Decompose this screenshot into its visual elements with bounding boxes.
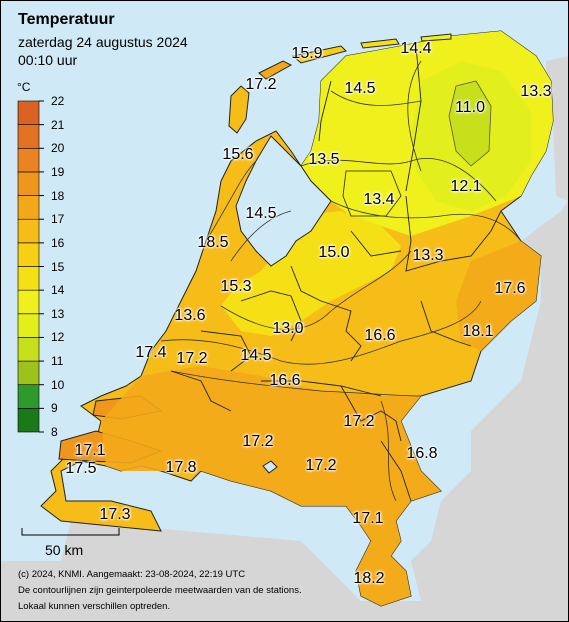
legend-tick-label: 18 bbox=[51, 188, 65, 203]
wadden-island-terschelling bbox=[291, 45, 347, 64]
legend-color-swatch bbox=[17, 337, 40, 362]
station-temperature: 13.5 bbox=[308, 151, 340, 168]
legend-tick-label: 13 bbox=[51, 306, 65, 321]
station-temperature: 17.8 bbox=[165, 459, 197, 476]
map-title: Temperatuur bbox=[18, 11, 115, 28]
legend-tick-label: 15 bbox=[51, 259, 65, 274]
legend-tick-label: 20 bbox=[51, 141, 65, 156]
legend-color-bar bbox=[17, 100, 44, 433]
station-temperature: 12.1 bbox=[450, 178, 482, 195]
station-temperature: 18.1 bbox=[462, 323, 494, 340]
station-temperature: 11.0 bbox=[455, 99, 485, 116]
legend-color-swatch bbox=[17, 218, 40, 244]
station-temperature: 17.3 bbox=[99, 506, 131, 523]
station-temperature: 17.6 bbox=[494, 280, 526, 297]
legend-unit: °C bbox=[17, 80, 31, 94]
station-temperature: 17.2 bbox=[242, 433, 274, 450]
cold-spot bbox=[448, 80, 492, 167]
legend-color-swatch bbox=[17, 360, 40, 386]
legend-tick-label: 12 bbox=[51, 330, 65, 345]
east-warm-zone bbox=[456, 241, 541, 351]
legend-tick-label: 14 bbox=[51, 283, 65, 298]
station-temperature: 16.6 bbox=[269, 372, 301, 389]
legend-color-swatch bbox=[17, 124, 40, 149]
markermeer-polder bbox=[342, 170, 402, 217]
station-temperature: 13.0 bbox=[272, 320, 304, 337]
station-temperature: 18.5 bbox=[197, 234, 229, 251]
province-borders bbox=[170, 45, 502, 502]
lake bbox=[262, 460, 278, 474]
footer-disclaimer: Lokaal kunnen verschillen optreden. bbox=[18, 601, 171, 612]
station-temperature: 16.6 bbox=[364, 327, 396, 344]
station-temperature: 17.1 bbox=[74, 442, 106, 459]
legend-tick-label: 10 bbox=[51, 377, 65, 392]
map-date: zaterdag 24 augustus 2024 bbox=[18, 34, 188, 50]
legend-tick-label: 11 bbox=[51, 354, 64, 369]
legend-tick-label: 16 bbox=[51, 235, 65, 250]
wadden-island-schiermonnikoog bbox=[420, 33, 452, 42]
scale-bar bbox=[21, 528, 120, 536]
legend-color-swatch bbox=[17, 100, 40, 125]
footer-note: De contourlijnen zijn geinterpoleerde me… bbox=[18, 585, 302, 596]
legend-tick-label: 8 bbox=[51, 425, 58, 439]
station-temperature: 17.2 bbox=[245, 76, 277, 93]
station-temperature: 17.4 bbox=[135, 344, 167, 361]
station-temperature: 14.5 bbox=[245, 205, 277, 222]
legend-tick-label: 9 bbox=[51, 401, 58, 416]
legend-color-swatch bbox=[17, 242, 40, 267]
legend-color-swatch bbox=[17, 289, 40, 315]
station-temperature: 14.5 bbox=[240, 347, 272, 364]
station-temperature: 17.2 bbox=[176, 350, 208, 367]
station-temperature: 15.3 bbox=[220, 278, 252, 295]
legend-color-swatch bbox=[17, 408, 40, 433]
ijsselmeer bbox=[235, 135, 332, 267]
station-temperature: 14.5 bbox=[344, 80, 376, 97]
legend-color-swatch bbox=[17, 171, 40, 196]
legend-color-swatch bbox=[17, 195, 40, 220]
central-cool-zone bbox=[221, 211, 401, 336]
station-temperature: 15.9 bbox=[291, 45, 323, 62]
station-temperature: 17.2 bbox=[305, 457, 337, 474]
legend-tick-label: 21 bbox=[51, 117, 65, 132]
station-temperature: 15.0 bbox=[318, 244, 350, 261]
legend-tick-label: 22 bbox=[51, 94, 65, 108]
station-temperature: 17.2 bbox=[343, 413, 375, 430]
footer-copyright: (c) 2024, KNMI. Aangemaakt: 23-08-2024, … bbox=[18, 569, 246, 580]
station-temperature: 13.3 bbox=[520, 83, 552, 100]
station-temperature: 14.4 bbox=[400, 40, 432, 57]
station-temperature: 17.5 bbox=[65, 460, 97, 477]
map-time: 00:10 uur bbox=[18, 52, 78, 68]
legend-tick-label: 17 bbox=[51, 212, 65, 227]
legend-color-swatch bbox=[17, 313, 40, 338]
scale-bar-label: 50 km bbox=[45, 542, 84, 558]
wadden-island-ameland bbox=[360, 38, 400, 49]
station-temperature: 13.3 bbox=[412, 247, 444, 264]
station-temperature: 18.2 bbox=[353, 570, 385, 587]
legend-color-swatch bbox=[17, 266, 40, 291]
wadden-island-texel bbox=[228, 85, 250, 134]
legend-color-swatch bbox=[17, 384, 40, 409]
station-temperature: 16.8 bbox=[406, 445, 438, 462]
station-temperature: 17.1 bbox=[352, 510, 384, 527]
legend-tick-label: 19 bbox=[51, 164, 65, 179]
station-temperature: 13.4 bbox=[363, 191, 395, 208]
station-temperature: 15.6 bbox=[222, 146, 254, 163]
south-warm-zone bbox=[101, 366, 441, 606]
legend-color-swatch bbox=[17, 147, 40, 173]
wadden-island-vlieland bbox=[258, 60, 293, 80]
station-temperature: 13.6 bbox=[174, 307, 206, 324]
